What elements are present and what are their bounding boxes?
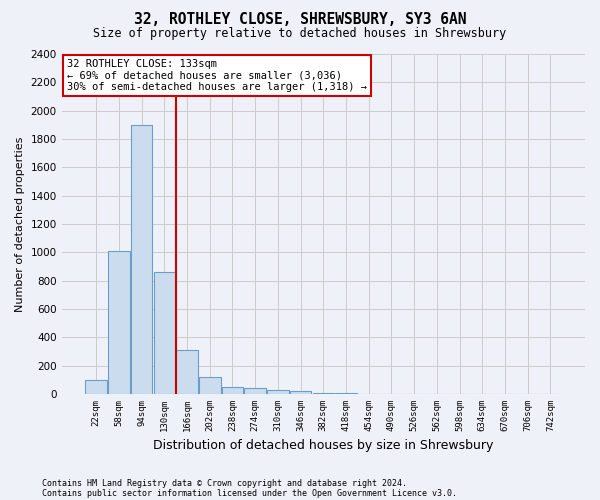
Bar <box>176 350 198 394</box>
Bar <box>244 388 266 394</box>
Bar <box>222 387 243 394</box>
Text: Size of property relative to detached houses in Shrewsbury: Size of property relative to detached ho… <box>94 28 506 40</box>
Bar <box>199 377 221 394</box>
Bar <box>313 392 334 394</box>
Text: 32 ROTHLEY CLOSE: 133sqm
← 69% of detached houses are smaller (3,036)
30% of sem: 32 ROTHLEY CLOSE: 133sqm ← 69% of detach… <box>67 59 367 92</box>
Text: Contains public sector information licensed under the Open Government Licence v3: Contains public sector information licen… <box>42 488 457 498</box>
Bar <box>85 380 107 394</box>
Bar <box>267 390 289 394</box>
Y-axis label: Number of detached properties: Number of detached properties <box>15 136 25 312</box>
Bar <box>131 125 152 394</box>
Bar <box>290 391 311 394</box>
Text: 32, ROTHLEY CLOSE, SHREWSBURY, SY3 6AN: 32, ROTHLEY CLOSE, SHREWSBURY, SY3 6AN <box>134 12 466 28</box>
X-axis label: Distribution of detached houses by size in Shrewsbury: Distribution of detached houses by size … <box>153 440 494 452</box>
Text: Contains HM Land Registry data © Crown copyright and database right 2024.: Contains HM Land Registry data © Crown c… <box>42 478 407 488</box>
Bar <box>154 272 175 394</box>
Bar <box>108 251 130 394</box>
